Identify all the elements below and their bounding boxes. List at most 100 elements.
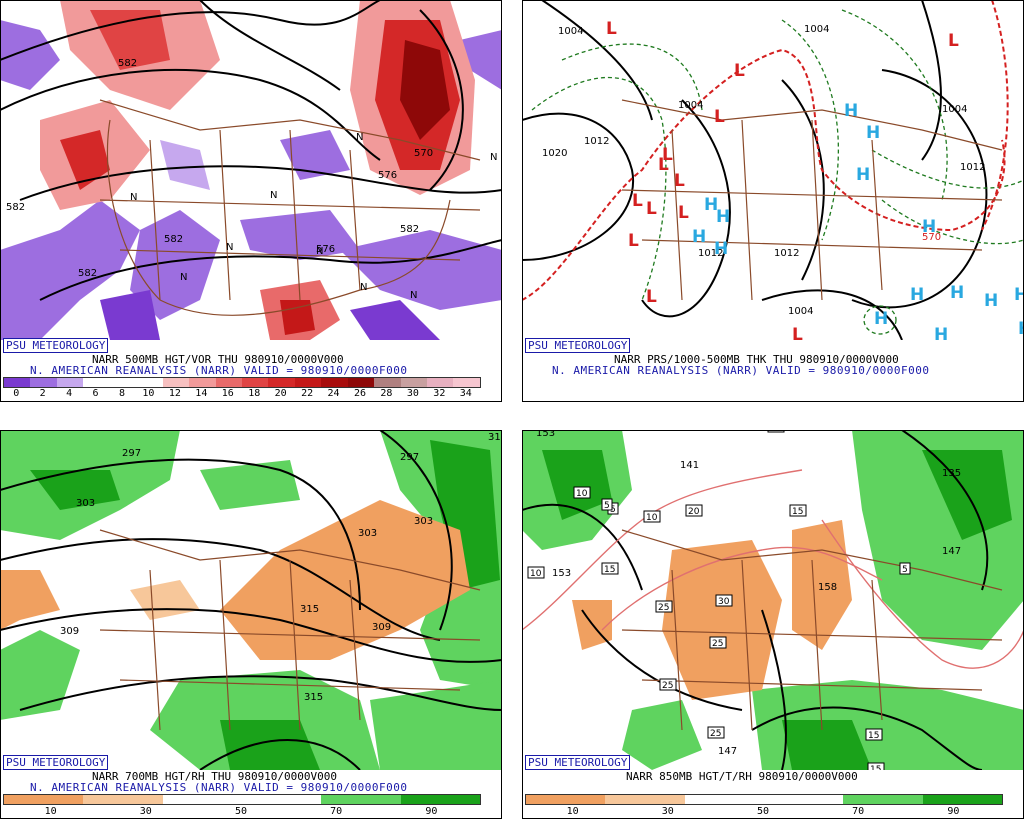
colorbar-swatch [4,795,84,804]
vorticity-colorbar [3,377,481,388]
high-pressure-symbol: H [704,195,718,215]
isobar-label: 1004 [558,26,583,37]
temperature-label: 15 [792,507,803,517]
colorbar-swatch [294,378,322,387]
low-pressure-symbol: L [606,19,617,39]
colorbar-swatch [109,378,137,387]
colorbar-tick-label: 10 [142,388,155,399]
isobar-label: 1012 [774,248,799,259]
low-pressure-symbol: L [734,61,745,81]
contour-label: 570 [414,148,433,159]
contour-label: 153 [536,430,555,439]
panel-frame [522,430,1024,819]
isobar-label: 570 [922,232,941,243]
low-pressure-symbol: L [792,325,803,340]
temperature-label-box [527,566,545,579]
colorbar-tick-label: 8 [118,388,126,399]
low-pressure-symbol: L [646,287,657,307]
contour-label: 158 [818,582,837,593]
colorbar-swatch [136,378,163,387]
colorbar-swatch [526,795,606,804]
colorbar-tick-label: 90 [425,806,438,817]
colorbar-swatch [268,378,295,387]
colorbar-swatch [189,378,216,387]
high-pressure-symbol: H [1018,319,1024,339]
temperature-label-box [601,562,619,575]
isobar-label: 1012 [698,248,723,259]
low-pressure-symbol: L [646,199,657,219]
contour-label: 147 [942,546,961,557]
psu-meteorology-badge: PSU METEOROLOGY [3,755,109,770]
low-pressure-symbol: L [678,203,689,223]
temperature-label-box [865,728,883,741]
chart-title-line: NARR 850MB HGT/T/RH 980910/0000V000 [626,770,858,783]
pressure-map-svg: 1004 1020 1012 1004 1012 1004 1012 1012 … [522,0,1024,340]
temperature-label: 15 [604,565,615,575]
temperature-label: 15 [868,731,879,741]
temperature-label-box [899,562,911,575]
colorbar-tick-label: 10 [44,806,57,817]
colorbar-swatch [453,378,480,387]
chart-subtitle-line: N. AMERICAN REANALYSIS (NARR) VALID = 98… [30,781,408,794]
panel-700mb-rh: 297 303 303 309 315 315 309 303 297 31 P… [0,430,502,819]
temperature-label-box [867,762,885,770]
isobar-label: 1020 [542,148,567,159]
surface-letter: N [360,282,367,293]
surface-letter: N [410,290,417,301]
surface-letter: N [130,192,137,203]
low-pressure-symbol: L [948,31,959,51]
temperature-label-box [709,636,727,649]
temperature-label: 20 [688,507,700,517]
colorbar-swatch [347,378,375,387]
contour-label: 297 [122,448,141,459]
colorbar-swatch [763,795,844,804]
panel-500mb-vorticity: 582 582 582 570 576 582 582 576 N N N N … [0,0,502,405]
colorbar-swatch [427,378,454,387]
colorbar-swatch [684,795,764,804]
psu-meteorology-badge: PSU METEOROLOGY [525,338,631,353]
psu-meteorology-badge: PSU METEOROLOGY [3,338,109,353]
colorbar-tick-label: 30 [661,806,674,817]
rh850-map: 153 147 141 135 158 147 153 10 10 10 15 15 15… [522,430,1024,770]
temperature-label: 10 [646,513,658,523]
colorbar-tick-label: 70 [330,806,343,817]
low-pressure-symbol: L [674,171,685,191]
temperature-label-box [601,498,613,511]
temperature-label-box [715,594,733,607]
chart-title-line: NARR 700MB HGT/RH THU 980910/0000V000 [92,770,338,783]
chart-title-line: NARR PRS/1000-500MB THK THU 980910/0000V… [614,353,899,366]
low-pressure-symbol: L [714,107,725,127]
contour-label: 141 [680,460,699,471]
isobar-label: 1004 [942,104,967,115]
rh700-map-svg: 297 303 303 309 315 315 309 303 297 31 [0,430,502,770]
temperature-label-box [685,504,703,517]
colorbar-swatch [83,795,163,804]
psu-meteorology-badge: PSU METEOROLOGY [525,755,631,770]
high-pressure-symbol: H [922,217,936,237]
rh850-map-svg: 153 147 141 135 158 147 153 10 10 10 15 15 15… [522,430,1024,770]
colorbar-tick-label: 34 [459,388,472,399]
chart-subtitle-line: N. AMERICAN REANALYSIS (NARR) VALID = 98… [552,364,930,377]
colorbar-tick-label: 18 [248,388,261,399]
panel-frame [0,430,502,819]
surface-letter: N [490,152,497,163]
contour-label: 297 [400,452,419,463]
low-pressure-symbol: L [632,191,643,211]
colorbar-tick-label: 0 [13,388,20,399]
colorbar-swatch [605,795,685,804]
colorbar-tick-label: 30 [406,388,419,399]
contour-label: 303 [76,498,95,509]
colorbar-tick-label: 50 [234,806,248,817]
surface-letter: N [270,190,277,201]
colorbar-tick-label: 10 [566,806,579,817]
colorbar-tick-label: 90 [947,806,960,817]
high-pressure-symbol: H [714,239,728,259]
contour-label: 153 [552,568,571,579]
high-pressure-symbol: H [910,285,924,305]
contour-label: 582 [78,268,97,279]
colorbar-swatch [30,378,57,387]
colorbar-tick-label: 14 [195,388,208,399]
colorbar-swatch [162,795,242,804]
contour-label: 303 [358,528,377,539]
rh850-colorbar-ticks: 10 30 50 70 90 [522,806,1024,818]
